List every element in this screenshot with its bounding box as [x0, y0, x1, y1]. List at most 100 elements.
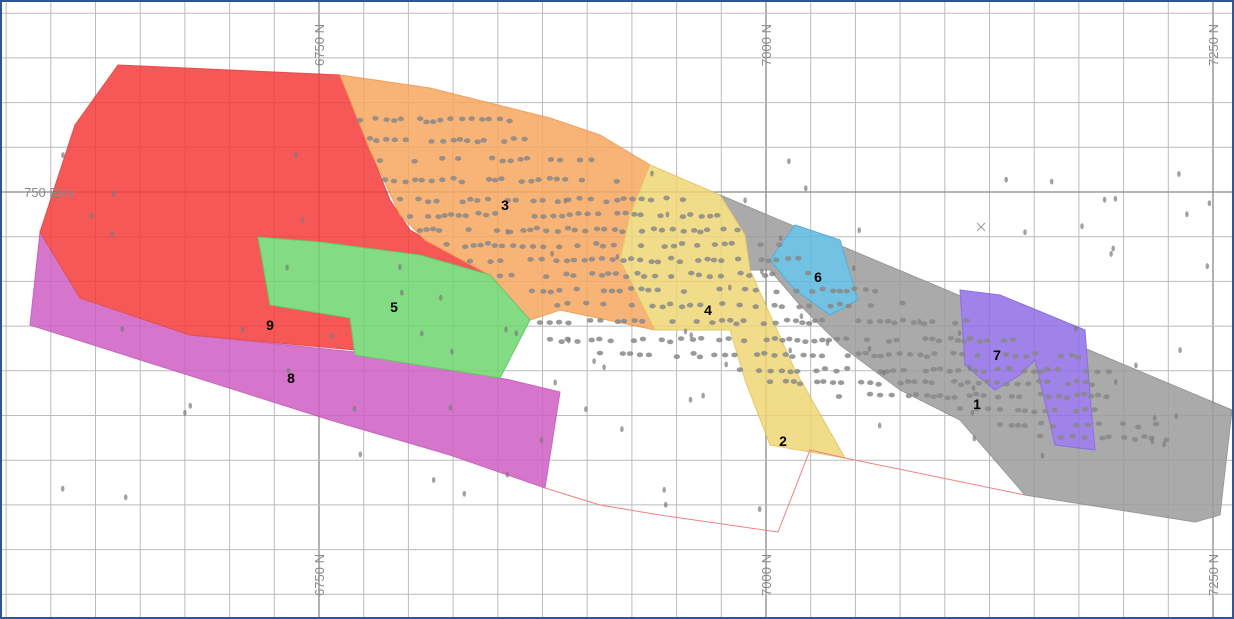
- drill-hole: [709, 320, 716, 325]
- drill-hole: [605, 271, 612, 276]
- drill-hole: [753, 352, 761, 357]
- drill-hole: [651, 273, 659, 279]
- drill-hole: [951, 378, 958, 384]
- drill-hole: [505, 228, 510, 235]
- drill-hole: [957, 330, 962, 337]
- drill-hole: [636, 352, 644, 358]
- drill-hole: [505, 471, 510, 478]
- drill-hole: [619, 351, 626, 356]
- drill-hole: [707, 213, 714, 219]
- drill-hole: [857, 227, 861, 234]
- drill-hole: [550, 213, 557, 219]
- drill-hole: [725, 336, 732, 341]
- drill-hole: [1121, 435, 1128, 440]
- drill-hole: [994, 394, 1002, 400]
- drill-hole: [695, 272, 703, 278]
- drill-hole: [431, 477, 436, 483]
- drill-hole: [947, 335, 955, 341]
- drill-hole: [906, 352, 914, 357]
- drill-hole: [411, 158, 418, 164]
- drill-hole: [845, 303, 852, 309]
- drill-hole: [366, 136, 374, 141]
- elevation-label: 750 Elev: [24, 185, 75, 200]
- drill-hole: [612, 271, 619, 276]
- drill-hole: [809, 289, 816, 294]
- drill-hole: [842, 336, 850, 341]
- drill-hole: [420, 330, 424, 337]
- drill-hole: [1178, 347, 1182, 354]
- drill-hole: [614, 197, 621, 203]
- drill-hole: [679, 214, 687, 220]
- drill-hole: [450, 348, 454, 355]
- drill-hole: [433, 198, 440, 204]
- drill-hole: [667, 301, 674, 307]
- drill-hole: [120, 326, 124, 332]
- drill-hole: [619, 229, 626, 235]
- drill-hole: [665, 211, 670, 218]
- drill-hole: [792, 318, 800, 324]
- drill-hole: [952, 320, 959, 326]
- drill-hole: [836, 288, 844, 294]
- drill-hole: [443, 241, 450, 247]
- drill-hole: [760, 321, 767, 327]
- drill-hole: [677, 336, 685, 341]
- drill-hole: [477, 242, 484, 248]
- northing-label: 7250 N: [1206, 24, 1221, 66]
- drill-hole: [574, 243, 581, 249]
- domain-5: [257, 236, 531, 379]
- drill-hole: [462, 213, 469, 219]
- drill-hole: [885, 339, 893, 344]
- drill-hole: [566, 212, 573, 218]
- domains: [29, 64, 1233, 523]
- drill-hole: [550, 250, 554, 257]
- drill-hole: [893, 337, 900, 343]
- drill-hole: [1031, 409, 1038, 415]
- drill-hole: [455, 213, 462, 218]
- drill-hole: [474, 139, 481, 145]
- drill-hole: [609, 257, 616, 262]
- drill-hole: [882, 369, 886, 376]
- drill-hole: [752, 304, 759, 310]
- drill-hole: [809, 353, 816, 358]
- drill-hole: [1074, 325, 1078, 332]
- drill-hole: [1040, 452, 1045, 459]
- drill-hole: [718, 318, 726, 323]
- drill-hole: [833, 368, 840, 374]
- drill-hole: [1081, 435, 1088, 440]
- drill-hole: [843, 288, 850, 294]
- drill-hole: [669, 226, 676, 232]
- drill-hole: [564, 300, 571, 306]
- drill-hole: [587, 318, 594, 323]
- drill-hole: [779, 337, 786, 343]
- domain-label: 6: [814, 269, 822, 285]
- drill-hole: [616, 288, 623, 294]
- drill-hole: [424, 214, 432, 219]
- drill-hole: [417, 116, 424, 122]
- drill-hole: [862, 287, 870, 292]
- drill-hole: [776, 242, 783, 248]
- drill-hole: [811, 338, 818, 344]
- drill-hole: [800, 352, 807, 358]
- drill-hole: [885, 352, 892, 357]
- drill-hole: [1152, 421, 1160, 427]
- drill-hole: [553, 176, 560, 182]
- domain-3: [339, 74, 656, 331]
- drill-hole: [788, 347, 792, 354]
- drill-hole: [721, 241, 728, 247]
- drill-hole: [540, 289, 547, 294]
- drill-hole: [622, 210, 629, 216]
- drill-hole: [772, 320, 779, 326]
- drill-hole: [782, 378, 790, 384]
- drill-hole: [688, 396, 693, 403]
- drill-hole: [396, 196, 404, 202]
- drill-hole: [769, 271, 776, 277]
- drill-hole: [689, 337, 697, 342]
- drill-hole: [818, 317, 826, 323]
- drill-hole: [543, 228, 550, 234]
- drill-hole: [813, 368, 820, 374]
- drill-hole: [546, 175, 553, 181]
- drill-hole: [884, 318, 892, 324]
- drill-hole: [416, 228, 424, 233]
- drill-hole: [402, 137, 409, 143]
- drill-hole: [1105, 369, 1113, 375]
